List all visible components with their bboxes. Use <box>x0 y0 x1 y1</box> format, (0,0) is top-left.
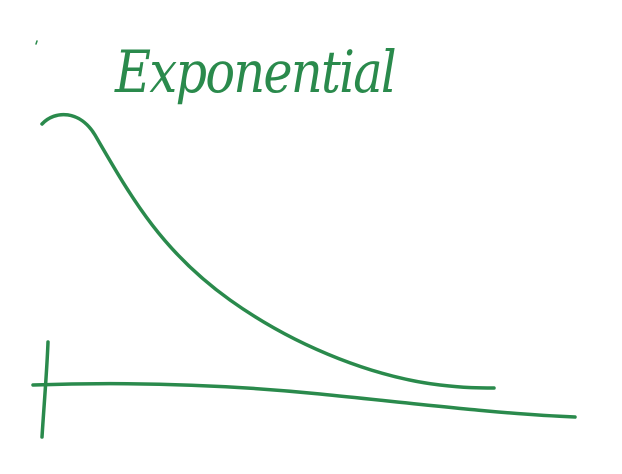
y-axis <box>40 340 50 439</box>
stray-mark <box>35 40 38 45</box>
sketch-title: Exponential <box>114 38 395 106</box>
decay-curve <box>40 112 496 390</box>
x-axis <box>31 381 577 419</box>
